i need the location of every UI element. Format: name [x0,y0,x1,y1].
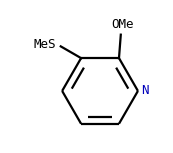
Text: N: N [141,84,149,97]
Text: MeS: MeS [34,38,56,51]
Text: OMe: OMe [111,18,134,31]
